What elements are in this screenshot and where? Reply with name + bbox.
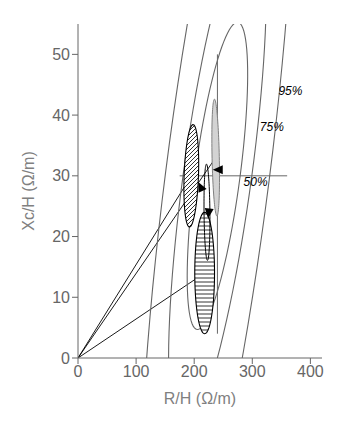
- svg-text:300: 300: [239, 363, 266, 380]
- svg-text:50: 50: [52, 46, 70, 63]
- svg-text:50%: 50%: [244, 175, 268, 189]
- svg-text:10: 10: [52, 289, 70, 306]
- svg-text:75%: 75%: [260, 120, 284, 134]
- svg-text:100: 100: [123, 363, 150, 380]
- svg-text:R/H (Ω/m): R/H (Ω/m): [164, 390, 236, 407]
- svg-text:40: 40: [52, 107, 70, 124]
- svg-text:200: 200: [181, 363, 208, 380]
- svg-text:30: 30: [52, 167, 70, 184]
- svg-text:Xc/H (Ω/m): Xc/H (Ω/m): [20, 151, 37, 231]
- svg-text:20: 20: [52, 228, 70, 245]
- svg-text:95%: 95%: [278, 84, 302, 98]
- svg-text:400: 400: [297, 363, 324, 380]
- svg-text:0: 0: [61, 350, 70, 367]
- svg-text:0: 0: [74, 363, 83, 380]
